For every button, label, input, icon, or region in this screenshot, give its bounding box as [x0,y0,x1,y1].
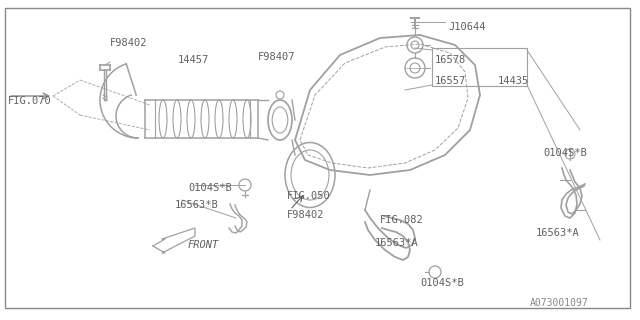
Text: 0104S*B: 0104S*B [420,278,464,288]
Text: FIG.082: FIG.082 [380,215,424,225]
Text: 14435: 14435 [498,76,529,86]
Text: FIG.050: FIG.050 [287,191,331,201]
Text: J10644: J10644 [448,22,486,32]
Text: FRONT: FRONT [188,240,220,250]
Text: 0104S*B: 0104S*B [188,183,232,193]
Text: 0104S*B: 0104S*B [543,148,587,158]
Text: 14457: 14457 [178,55,209,65]
Text: 16563*A: 16563*A [375,238,419,248]
Text: F98402: F98402 [110,38,147,48]
Bar [432,48,527,86]
Text: 16563*B: 16563*B [175,200,219,210]
Text: FIG.070: FIG.070 [8,96,52,106]
Text: F98407: F98407 [258,52,296,62]
Text: A073001097: A073001097 [530,298,589,308]
Text: 16563*A: 16563*A [536,228,580,238]
Text: 16557: 16557 [435,76,467,86]
Text: 16578: 16578 [435,55,467,65]
Text: F98402: F98402 [287,210,324,220]
